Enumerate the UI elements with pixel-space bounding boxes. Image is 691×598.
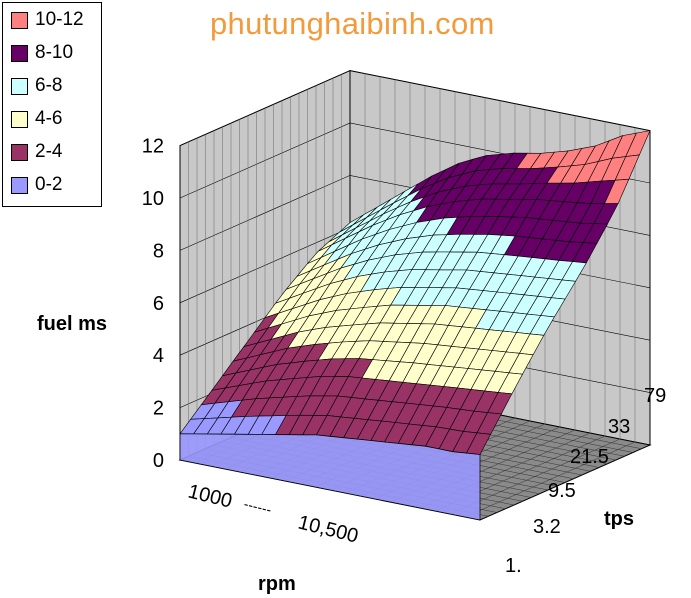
y-tick-label: 3.2 bbox=[533, 516, 561, 538]
z-axis-label: fuel ms bbox=[37, 313, 107, 335]
y-tick-label: 21.5 bbox=[570, 446, 609, 468]
z-tick-label: 8 bbox=[153, 240, 164, 262]
legend-swatch bbox=[11, 44, 28, 62]
watermark-text: phutunghaibinh.com bbox=[210, 6, 495, 41]
z-tick-label: 6 bbox=[153, 293, 164, 315]
legend-swatch bbox=[11, 176, 28, 194]
y-tick-label: 1. bbox=[505, 555, 522, 577]
x-tick-label: 1000 bbox=[186, 481, 235, 513]
x-axis-label: rpm bbox=[258, 573, 296, 595]
gridline bbox=[464, 441, 636, 518]
legend-label: 6-8 bbox=[35, 75, 63, 96]
legend-swatch bbox=[11, 11, 28, 29]
legend-label: 4-6 bbox=[35, 108, 63, 129]
z-tick-label: 10 bbox=[142, 188, 164, 210]
legend-swatch bbox=[11, 110, 28, 128]
legend-item: 4-6 bbox=[11, 107, 62, 131]
legend-label: 8-10 bbox=[35, 42, 74, 63]
z-tick-label: 4 bbox=[153, 345, 164, 367]
y-tick-label: 33 bbox=[608, 416, 630, 438]
x-tick-connector: ------ bbox=[242, 495, 273, 517]
chart-legend: 10-12 8-10 6-8 4-6 2-4 0-2 bbox=[2, 2, 102, 207]
surface-front-skirt bbox=[179, 433, 481, 521]
legend-label: 10-12 bbox=[35, 9, 84, 30]
legend-swatch bbox=[11, 143, 28, 161]
z-tick-label: 0 bbox=[153, 450, 164, 472]
y-tick-label: 79 bbox=[644, 385, 666, 407]
z-tick-label: 12 bbox=[142, 136, 164, 158]
legend-item: 2-4 bbox=[11, 140, 62, 164]
y-axis-label: tps bbox=[604, 508, 634, 530]
z-tick-label: 2 bbox=[153, 398, 164, 420]
surface-mesh bbox=[179, 130, 651, 521]
legend-item: 8-10 bbox=[11, 41, 73, 65]
legend-item: 6-8 bbox=[11, 74, 62, 98]
x-tick-label: 10,500 bbox=[296, 512, 361, 548]
gridline bbox=[179, 70, 651, 146]
legend-label: 2-4 bbox=[35, 141, 63, 162]
legend-label: 0-2 bbox=[35, 174, 63, 195]
legend-item: 10-12 bbox=[11, 8, 84, 32]
legend-item: 0-2 bbox=[11, 173, 62, 197]
legend-swatch bbox=[11, 77, 28, 95]
y-tick-label: 9.5 bbox=[548, 480, 576, 502]
